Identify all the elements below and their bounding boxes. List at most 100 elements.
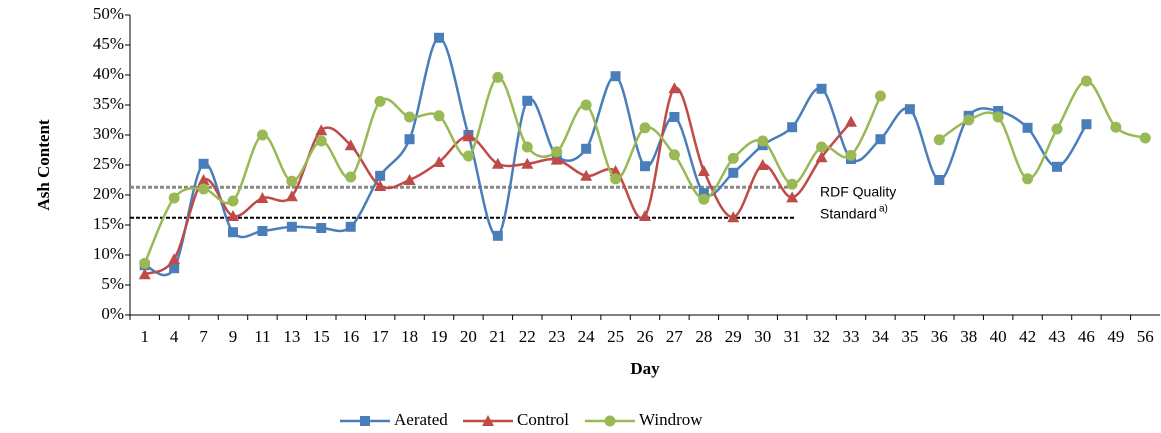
marker — [639, 210, 651, 221]
marker — [1022, 173, 1034, 185]
marker — [669, 112, 680, 122]
x-tick-label: 28 — [695, 327, 712, 346]
y-tick-label: 25% — [93, 154, 124, 173]
marker — [604, 415, 616, 427]
marker — [1052, 161, 1062, 172]
marker — [344, 139, 357, 151]
marker — [992, 111, 1004, 123]
y-tick-label: 10% — [93, 244, 124, 263]
marker — [404, 111, 416, 123]
x-tick-label: 9 — [229, 327, 238, 346]
marker — [668, 82, 681, 94]
marker — [316, 223, 327, 233]
x-tick-label: 31 — [784, 327, 801, 346]
marker — [198, 183, 210, 195]
marker — [256, 129, 268, 141]
marker — [462, 130, 475, 142]
marker — [1051, 123, 1063, 135]
x-tick-label: 22 — [519, 327, 536, 346]
marker — [816, 83, 827, 94]
x-tick-label: 11 — [254, 327, 270, 346]
marker — [845, 149, 857, 161]
marker — [640, 161, 650, 172]
x-tick-label: 49 — [1107, 327, 1124, 346]
marker — [285, 190, 298, 202]
legend-item: Control — [463, 410, 569, 429]
x-tick-label: 23 — [548, 327, 565, 346]
y-tick-label: 15% — [93, 214, 124, 233]
x-tick-label: 34 — [872, 327, 890, 346]
marker — [787, 122, 798, 133]
x-tick-label: 35 — [901, 327, 918, 346]
marker — [934, 175, 945, 185]
marker — [256, 192, 269, 203]
marker — [228, 227, 238, 238]
marker — [757, 135, 769, 147]
marker — [698, 188, 709, 199]
legend-item: Aerated — [340, 410, 448, 429]
marker — [727, 152, 739, 164]
marker — [315, 135, 327, 147]
marker — [550, 153, 563, 165]
marker — [845, 115, 857, 127]
marker — [521, 157, 534, 169]
x-tick-label: 15 — [313, 327, 330, 346]
x-tick-label: 38 — [960, 327, 977, 346]
x-tick-label: 30 — [754, 327, 771, 346]
marker — [492, 230, 503, 241]
marker — [374, 95, 386, 107]
marker — [727, 211, 740, 223]
marker — [580, 99, 592, 111]
marker — [315, 124, 328, 136]
marker — [345, 171, 357, 183]
marker — [1110, 121, 1122, 133]
y-tick-label: 50% — [93, 4, 124, 23]
marker — [874, 90, 886, 102]
annotation: Standard — [820, 206, 877, 222]
x-tick-label: 56 — [1137, 327, 1154, 346]
x-tick-label: 26 — [637, 327, 654, 346]
marker — [375, 170, 386, 181]
marker — [168, 192, 180, 204]
legend-label: Control — [517, 410, 569, 429]
marker — [168, 253, 181, 265]
marker — [522, 95, 533, 106]
y-tick-label: 0% — [101, 304, 124, 323]
x-tick-label: 21 — [489, 327, 506, 346]
marker — [668, 149, 680, 161]
y-tick-label: 20% — [93, 184, 124, 203]
annotation-note: a) — [879, 204, 888, 215]
marker — [492, 71, 504, 83]
marker — [198, 158, 209, 169]
y-tick-label: 35% — [93, 94, 124, 113]
marker — [434, 32, 444, 43]
marker — [345, 221, 356, 232]
marker — [580, 169, 593, 181]
marker — [433, 110, 445, 122]
marker — [462, 150, 474, 162]
marker — [404, 134, 415, 145]
marker — [521, 141, 533, 153]
x-tick-label: 1 — [140, 327, 149, 346]
annotation: RDF Quality — [820, 184, 896, 200]
x-tick-label: 17 — [372, 327, 390, 346]
marker — [286, 221, 297, 232]
marker — [786, 191, 799, 203]
marker — [227, 195, 239, 207]
y-tick-label: 30% — [93, 124, 124, 143]
marker — [815, 151, 828, 163]
x-axis-title: Day — [630, 359, 660, 378]
marker — [491, 157, 504, 169]
marker — [786, 178, 798, 190]
y-tick-label: 5% — [101, 274, 124, 293]
marker — [482, 415, 494, 426]
marker — [1139, 132, 1151, 144]
legend-label: Aerated — [394, 410, 448, 429]
series-line — [144, 36, 1088, 277]
series-line — [144, 86, 852, 276]
marker — [360, 416, 370, 426]
x-tick-label: 43 — [1049, 327, 1066, 346]
marker — [581, 143, 592, 154]
x-tick-label: 4 — [170, 327, 179, 346]
